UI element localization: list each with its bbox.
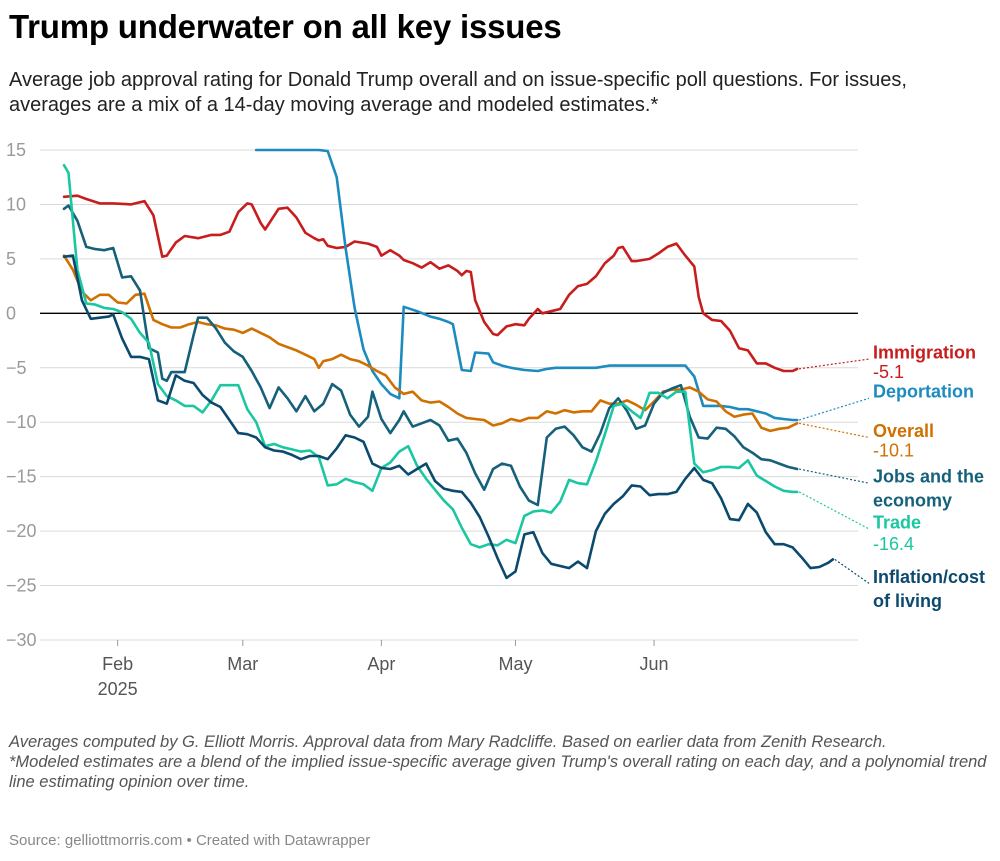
x-tick-label: Jun: [640, 654, 669, 674]
axes: 15 10 5 0 −5 −10 −15 −20 −25 −30 Feb 2025 Mar Apr May J…: [6, 140, 669, 699]
series-label-jobs-and-the-economy: economy: [873, 491, 952, 511]
line-chart: 15 10 5 0 −5 −10 −15 −20 −25 −30 Feb 2025 Mar Apr May J…: [6, 140, 985, 699]
label-leader: [798, 397, 870, 421]
series-line-trade: [62, 163, 799, 549]
label-leader: [834, 558, 870, 584]
y-tick-label: −5: [6, 358, 27, 378]
series-label-jobs-and-the-economy: Jobs and the: [873, 467, 984, 487]
note-modeled-estimates: *Modeled estimates are a blend of the im…: [9, 753, 987, 791]
y-tick-label: −25: [6, 576, 37, 596]
series-line-jobs-and-the-economy: [62, 204, 799, 507]
x-tick-label: May: [498, 654, 532, 674]
chart-subtitle: Average job approval rating for Donald T…: [9, 69, 907, 116]
x-tick-label: Apr: [367, 654, 395, 674]
series-line-overall: [62, 254, 799, 433]
series-label-inflation-cost-of-living: of living: [873, 591, 942, 611]
y-tick-label: 10: [6, 194, 26, 214]
y-tick-label: −10: [6, 412, 37, 432]
series-value-overall: -10.1: [873, 441, 914, 461]
chart-notes: Averages computed by G. Elliott Morris. …: [9, 732, 994, 792]
series-label-trade: Trade: [873, 512, 921, 532]
series-line-immigration: [62, 194, 799, 373]
chart-title: Trump underwater on all key issues: [9, 8, 562, 45]
y-tick-label: 5: [6, 249, 16, 269]
y-tick-label: −15: [6, 467, 37, 487]
series-label-overall: Overall: [873, 421, 934, 441]
series-label-immigration: Immigration: [873, 343, 976, 363]
label-leader: [798, 468, 870, 484]
series-line-inflation-cost-of-living: [62, 254, 835, 580]
y-tick-label: 0: [6, 303, 16, 323]
label-leader: [798, 422, 870, 439]
y-tick-label: 15: [6, 140, 26, 160]
series-lines: [62, 148, 835, 580]
gridlines: [40, 149, 858, 641]
y-tick-label: −30: [6, 630, 37, 650]
x-tick-label: Feb: [102, 654, 133, 674]
note-methodology: Averages computed by G. Elliott Morris. …: [9, 733, 887, 751]
y-tick-label: −20: [6, 521, 37, 541]
x-tick-label: Mar: [227, 654, 258, 674]
source-credit: Source: gelliottmorris.com • Created wit…: [9, 832, 371, 849]
series-label-deportation: Deportation: [873, 382, 974, 402]
x-tick-sublabel: 2025: [98, 679, 138, 699]
label-leader: [798, 491, 870, 530]
series-line-deportation: [254, 148, 799, 422]
series-value-trade: -16.4: [873, 534, 914, 554]
series-value-immigration: -5.1: [873, 362, 904, 382]
series-label-inflation-cost-of-living: Inflation/cost: [873, 567, 985, 587]
